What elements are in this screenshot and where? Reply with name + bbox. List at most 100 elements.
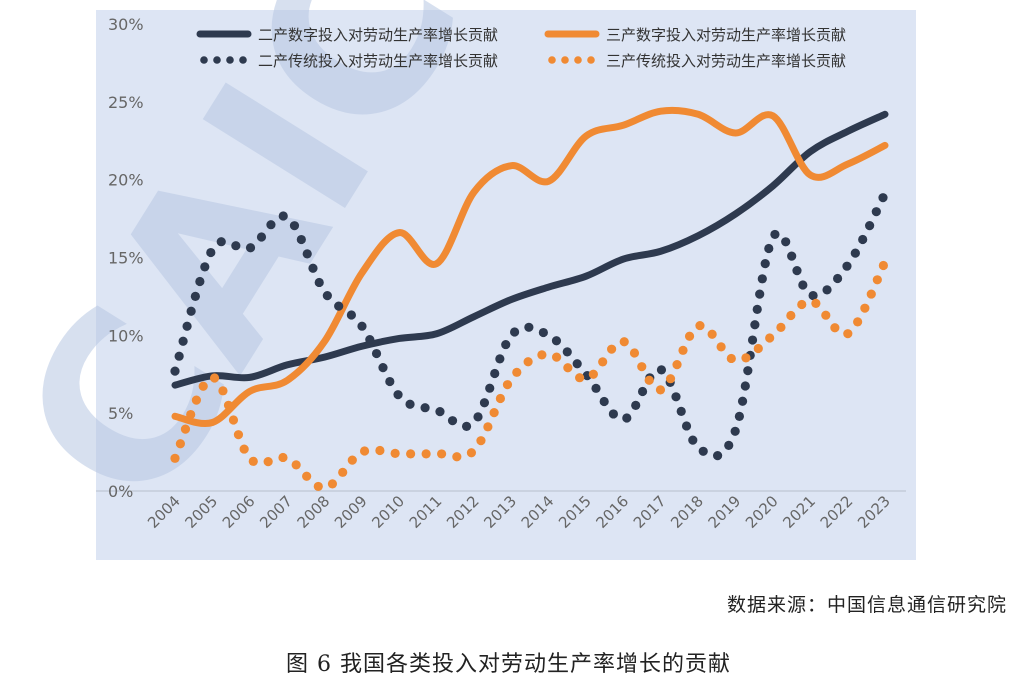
y-tick-label: 5% — [108, 404, 133, 423]
series-dot — [551, 352, 562, 362]
series-dot — [740, 381, 750, 391]
source-note: 数据来源：中国信息通信研究院 — [726, 594, 1007, 616]
series-dot — [637, 362, 647, 372]
series-dot — [842, 261, 852, 271]
series-dot — [811, 298, 821, 308]
series-dot — [490, 368, 500, 379]
series-dot — [619, 337, 629, 347]
series-dot — [308, 263, 318, 273]
y-tick-label: 0% — [108, 482, 133, 501]
legend-item: 三产传统投入对劳动生产率增长贡献 — [548, 52, 846, 70]
legend-swatch — [239, 56, 247, 64]
series-dot — [200, 262, 210, 272]
series-dot — [186, 409, 196, 420]
series-dot — [853, 317, 863, 327]
series-dot — [473, 412, 483, 422]
series-dot — [747, 335, 758, 345]
series-dot — [266, 220, 276, 230]
series-dot — [872, 275, 882, 285]
series-dot — [770, 229, 780, 240]
legend-swatch — [548, 56, 556, 64]
legend-label: 二产传统投入对劳动生产率增长贡献 — [258, 52, 498, 70]
figure-caption: 图 6 我国各类投入对劳动生产率增长的贡献 — [286, 652, 731, 677]
series-dot — [538, 327, 548, 338]
series-dot — [248, 456, 258, 466]
legend-swatch — [561, 56, 569, 64]
series-dot — [713, 451, 723, 461]
series-dot — [598, 357, 608, 367]
series-dot — [678, 345, 688, 355]
series-dot — [390, 448, 400, 458]
series-dot — [346, 310, 357, 320]
series-dot — [551, 336, 562, 346]
series-dot — [797, 299, 807, 310]
legend-label: 二产数字投入对劳动生产率增长贡献 — [258, 26, 498, 44]
series-dot — [681, 421, 692, 431]
series-dot — [198, 381, 208, 391]
series-dot — [776, 322, 786, 332]
series-dot — [421, 449, 431, 459]
series-dot — [420, 403, 430, 413]
series-dot — [792, 266, 802, 276]
legend-swatch — [226, 56, 234, 64]
series-dot — [833, 273, 843, 284]
line-chart: CAICT 0%5%10%15%20%25%30%200420052006200… — [0, 0, 916, 560]
series-dot — [695, 320, 705, 331]
series-dot — [406, 449, 416, 459]
series-dot — [726, 353, 736, 364]
series-dot — [629, 348, 640, 358]
series-dot — [808, 290, 818, 301]
series-dot — [698, 446, 708, 456]
series-dot — [724, 440, 734, 450]
series-dot — [843, 329, 853, 339]
series-dot — [263, 457, 273, 467]
series-dot — [672, 360, 682, 370]
series-dot — [175, 439, 186, 449]
y-tick-label: 20% — [108, 171, 144, 190]
series-dot — [734, 411, 744, 421]
series-dot — [755, 289, 765, 299]
series-dot — [878, 193, 888, 203]
y-tick-label: 25% — [108, 93, 144, 112]
series-dot — [289, 221, 300, 231]
series-dot — [291, 460, 301, 470]
series-dot — [435, 407, 445, 417]
series-dot — [737, 396, 748, 406]
series-dot — [375, 445, 385, 456]
series-dot — [741, 353, 751, 363]
series-dot — [707, 329, 717, 339]
series-dot — [665, 374, 676, 384]
series-dot — [786, 310, 796, 321]
series-dot — [485, 383, 495, 393]
series-dot — [781, 237, 791, 247]
series-3 — [170, 193, 888, 461]
series-dot — [730, 426, 740, 436]
y-tick-label: 15% — [108, 249, 144, 268]
series-dot — [405, 399, 415, 409]
series-dot — [591, 383, 601, 393]
series-dot — [501, 339, 511, 350]
series-dot — [357, 321, 367, 331]
series-dot — [495, 354, 505, 364]
series-dot — [524, 322, 534, 332]
series-dot — [278, 452, 288, 463]
series-dot — [322, 291, 332, 301]
legend-swatch — [587, 56, 595, 64]
series-dot — [385, 376, 395, 387]
series-dot — [753, 343, 763, 354]
series-dot — [760, 258, 770, 269]
series-dot — [206, 247, 216, 258]
series-dot — [191, 395, 202, 405]
series-line — [171, 106, 889, 427]
series-dot — [871, 207, 881, 217]
series-dot — [178, 336, 188, 346]
series-dot — [631, 400, 641, 411]
series-dot — [878, 260, 888, 271]
series-dot — [787, 251, 797, 261]
series-dot — [684, 331, 695, 341]
series-dot — [447, 416, 458, 426]
series-dot — [296, 234, 306, 245]
series-layer — [170, 106, 889, 492]
series-dot — [588, 369, 598, 379]
